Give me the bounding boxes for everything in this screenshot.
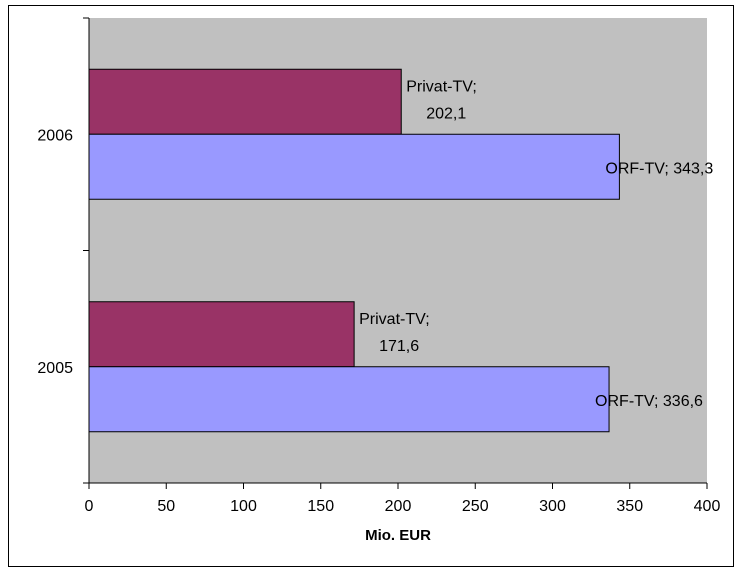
bar-privat-tv-2005 [88,301,355,368]
x-tick-label: 300 [539,498,566,515]
data-label-privat-tv-2005: Privat-TV; [359,311,430,328]
bar-orf-tv-2005 [88,366,610,433]
x-tick-label: 0 [85,498,94,515]
x-tick-label: 100 [230,498,257,515]
x-axis-title: Mio. EUR [365,527,431,544]
bar-orf-tv-2006 [88,133,620,200]
x-tick-label: 150 [307,498,334,515]
data-label-orf-tv-2006: ORF-TV; 343,3 [605,160,713,177]
y-tick-label-2006: 2006 [37,127,73,144]
bar-privat-tv-2006 [88,68,402,135]
data-label-privat-tv-value-2005: 171,6 [379,338,419,355]
x-tick-label: 50 [157,498,175,515]
data-label-privat-tv-2006: Privat-TV; [406,78,477,95]
x-tick-label: 350 [616,498,643,515]
y-tick-label-2005: 2005 [37,360,73,377]
data-label-orf-tv-2005: ORF-TV; 336,6 [595,393,703,410]
x-tick-label: 400 [694,498,721,515]
data-label-privat-tv-value-2006: 202,1 [426,105,466,122]
x-tick-label: 250 [462,498,489,515]
x-tick-label: 200 [385,498,412,515]
